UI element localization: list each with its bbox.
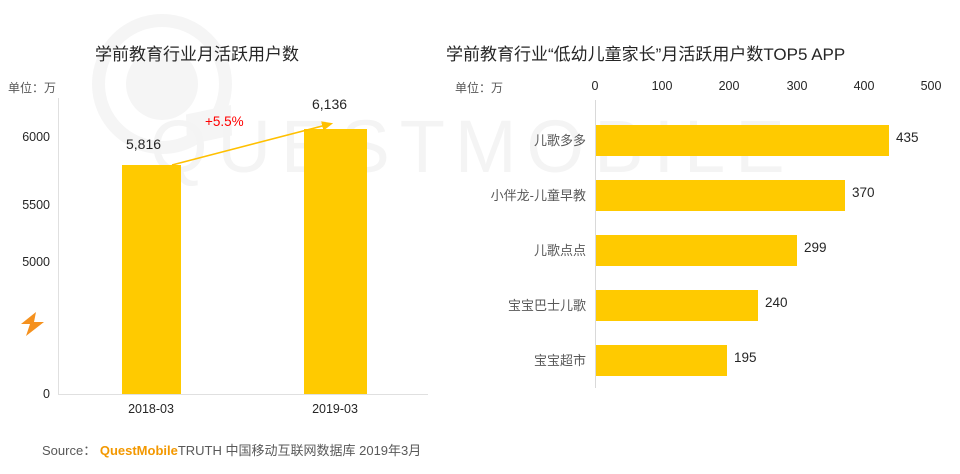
right-chart-value-2: 299 (804, 240, 827, 255)
right-chart-bar-4 (596, 345, 727, 376)
source-rest: TRUTH 中国移动互联网数据库 2019年3月 (177, 443, 422, 458)
left-chart-xtick-2018: 2018-03 (128, 402, 174, 416)
right-chart: 学前教育行业“低幼儿童家长”月活跃用户数TOP5 APP 单位：万 0 100 … (430, 0, 960, 430)
left-chart-x-axis-line (58, 394, 428, 395)
left-chart-unit-label: 单位：万 (8, 81, 57, 95)
left-chart-ytick-5000: 5000 (22, 255, 50, 269)
right-chart-value-1: 370 (852, 185, 875, 200)
right-chart-bar-1 (596, 180, 845, 211)
right-chart-bar-0 (596, 125, 889, 156)
right-chart-title: 学前教育行业“低幼儿童家长”月活跃用户数TOP5 APP (446, 45, 846, 64)
left-chart-bar-2018 (122, 165, 181, 394)
left-chart: 学前教育行业月活跃用户数 单位：万 6000 5500 5000 0 5,816… (0, 0, 430, 430)
right-chart-category-0: 儿歌多多 (533, 133, 586, 148)
right-chart-xtick-100: 100 (651, 79, 673, 93)
right-chart-value-0: 435 (896, 130, 919, 145)
right-chart-category-3: 宝宝巴士儿歌 (507, 298, 586, 313)
left-chart-ytick-5500: 5500 (22, 198, 50, 212)
left-chart-xtick-2019: 2019-03 (312, 402, 358, 416)
right-chart-bar-2 (596, 235, 797, 266)
right-chart-xtick-0: 0 (591, 79, 599, 93)
right-chart-value-4: 195 (734, 350, 757, 365)
axis-break-lightning-icon (21, 312, 44, 336)
right-chart-category-2: 儿歌点点 (533, 243, 586, 258)
right-chart-value-3: 240 (765, 295, 788, 310)
right-chart-xtick-300: 300 (786, 79, 808, 93)
left-chart-ytick-6000: 6000 (22, 130, 50, 144)
left-chart-growth-label: +5.5% (205, 114, 244, 129)
left-chart-bar-value-2019: 6,136 (312, 96, 348, 112)
right-chart-xtick-500: 500 (920, 79, 942, 93)
right-chart-category-4: 宝宝超市 (533, 353, 586, 368)
right-chart-category-1: 小伴龙-儿童早教 (490, 188, 586, 203)
left-chart-bar-2019 (304, 129, 367, 394)
left-chart-y-axis-line (58, 98, 59, 395)
right-chart-unit-label: 单位：万 (455, 81, 504, 95)
right-chart-y-axis-line (595, 100, 596, 388)
left-chart-bar-value-2018: 5,816 (126, 136, 162, 152)
source-brand: QuestMobile (99, 443, 178, 458)
right-chart-xtick-200: 200 (718, 79, 740, 93)
left-chart-ytick-0: 0 (43, 387, 50, 401)
source-prefix: Source： (42, 443, 97, 458)
right-chart-xtick-400: 400 (853, 79, 875, 93)
right-chart-bar-3 (596, 290, 758, 321)
left-chart-title: 学前教育行业月活跃用户数 (95, 45, 299, 64)
source-line: Source： QuestMobileTRUTH 中国移动互联网数据库 2019… (42, 440, 421, 459)
